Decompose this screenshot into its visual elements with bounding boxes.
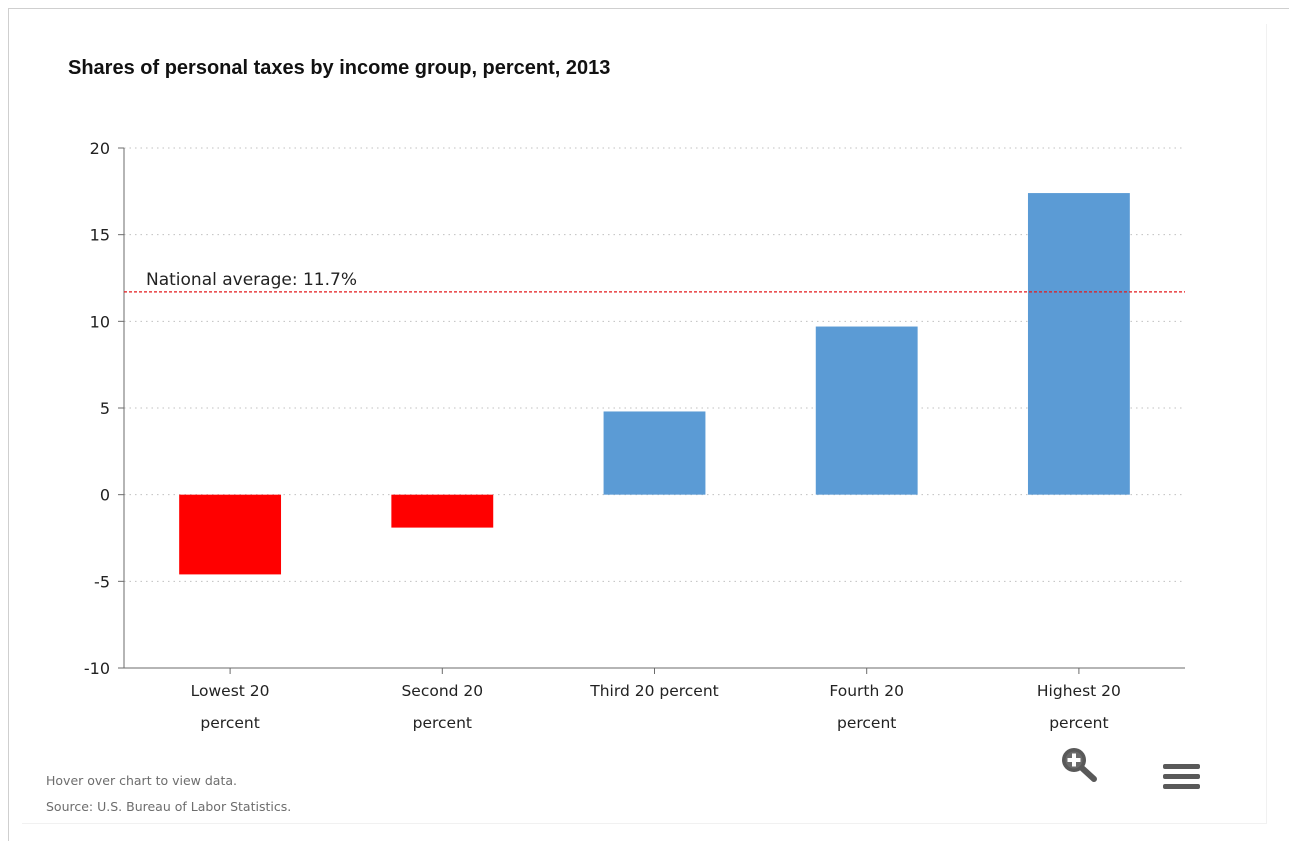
x-category-label-line: Third 20 percent bbox=[589, 682, 718, 700]
hover-hint: Hover over chart to view data. bbox=[46, 773, 237, 788]
x-category-label-line: percent bbox=[1049, 714, 1108, 732]
x-category-label-line: Second 20 bbox=[401, 682, 483, 700]
y-tick-label: 10 bbox=[90, 312, 110, 331]
y-tick-label: 0 bbox=[100, 486, 110, 505]
bar-2[interactable] bbox=[391, 494, 494, 528]
x-category-label: Highest 20 percent bbox=[1037, 682, 1121, 732]
page-frame bbox=[8, 8, 1289, 841]
bars[interactable] bbox=[179, 193, 1130, 575]
x-category-label: Second 20 percent bbox=[401, 682, 483, 732]
bar-4[interactable] bbox=[815, 326, 918, 495]
y-tick-label: -10 bbox=[84, 659, 110, 678]
x-category-label: Lowest 20 percent bbox=[191, 682, 270, 732]
bar-3[interactable] bbox=[603, 411, 706, 495]
y-tick-label: 20 bbox=[90, 139, 110, 158]
x-category-label: Fourth 20 percent bbox=[829, 682, 904, 732]
x-category-label-line: Fourth 20 bbox=[829, 682, 904, 700]
x-category-label: Third 20 percent bbox=[589, 682, 718, 700]
x-category-label-line: Lowest 20 bbox=[191, 682, 270, 700]
gridlines bbox=[124, 147, 1185, 582]
x-category-label-line: Highest 20 bbox=[1037, 682, 1121, 700]
zoom-in-icon[interactable] bbox=[1058, 744, 1100, 782]
bar-5[interactable] bbox=[1027, 193, 1130, 495]
reference-line-group: National average: 11.7% bbox=[124, 270, 1185, 293]
source-note: Source: U.S. Bureau of Labor Statistics. bbox=[46, 799, 292, 814]
tick-labels: 20 15 10 5 0 -5 -10 Lowest 20 percent Second 20 pe… bbox=[84, 139, 1121, 732]
y-tick-label: 15 bbox=[90, 226, 110, 245]
x-category-label-line: percent bbox=[200, 714, 259, 732]
y-tick-label: 5 bbox=[100, 399, 110, 418]
bar-1[interactable] bbox=[179, 494, 282, 575]
x-category-label-line: percent bbox=[413, 714, 472, 732]
hamburger-menu-icon[interactable] bbox=[1163, 762, 1203, 794]
national-average-label: National average: 11.7% bbox=[146, 270, 357, 290]
axes bbox=[118, 147, 1185, 674]
x-category-label-line: percent bbox=[837, 714, 896, 732]
chart-title: Shares of personal taxes by income group… bbox=[68, 57, 611, 79]
y-tick-label: -5 bbox=[94, 572, 110, 591]
